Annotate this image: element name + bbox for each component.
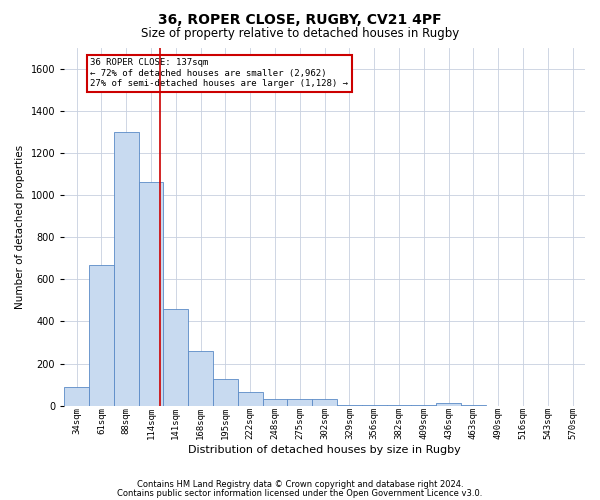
Bar	[461, 405, 486, 406]
Bar	[163, 309, 188, 406]
Bar	[436, 402, 461, 406]
Bar	[213, 380, 238, 406]
Bar	[263, 400, 287, 406]
Bar	[139, 182, 163, 406]
Bar	[64, 387, 89, 406]
Text: 36, ROPER CLOSE, RUGBY, CV21 4PF: 36, ROPER CLOSE, RUGBY, CV21 4PF	[158, 12, 442, 26]
Bar	[188, 351, 213, 406]
Bar	[89, 264, 114, 406]
X-axis label: Distribution of detached houses by size in Rugby: Distribution of detached houses by size …	[188, 445, 461, 455]
Bar	[312, 400, 337, 406]
Text: 36 ROPER CLOSE: 137sqm
← 72% of detached houses are smaller (2,962)
27% of semi-: 36 ROPER CLOSE: 137sqm ← 72% of detached…	[90, 58, 348, 88]
Bar	[114, 132, 139, 406]
Bar	[386, 405, 412, 406]
Text: Contains HM Land Registry data © Crown copyright and database right 2024.: Contains HM Land Registry data © Crown c…	[137, 480, 463, 489]
Bar	[362, 405, 386, 406]
Bar	[238, 392, 263, 406]
Bar	[337, 405, 362, 406]
Bar	[287, 400, 312, 406]
Text: Contains public sector information licensed under the Open Government Licence v3: Contains public sector information licen…	[118, 488, 482, 498]
Text: Size of property relative to detached houses in Rugby: Size of property relative to detached ho…	[141, 28, 459, 40]
Bar	[412, 405, 436, 406]
Y-axis label: Number of detached properties: Number of detached properties	[15, 144, 25, 308]
